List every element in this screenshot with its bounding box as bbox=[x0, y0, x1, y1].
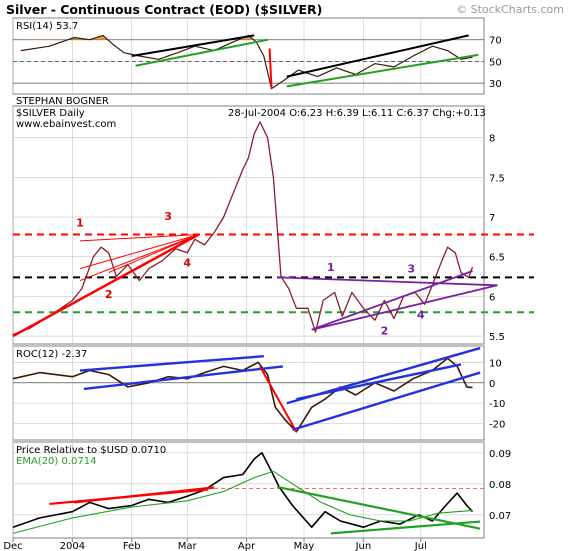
price-y-tick-label: 5.5 bbox=[489, 332, 505, 343]
x-axis-tick-label: May bbox=[294, 541, 315, 551]
ema-legend: EMA(20) 0.0714 bbox=[16, 456, 96, 467]
relative-y-tick-label: 0.08 bbox=[489, 480, 511, 491]
roc-line bbox=[12, 357, 473, 433]
price-trendline bbox=[12, 233, 200, 338]
price-y-tick-label: 6.5 bbox=[489, 253, 505, 264]
price-trendline bbox=[311, 284, 498, 331]
price-quote: 28-Jul-2004 O:6.23 H:6.39 L:6.11 C:6.37 … bbox=[228, 108, 486, 119]
x-axis-tick-label: Jun bbox=[355, 541, 372, 551]
pattern-point-label: 1 bbox=[76, 217, 84, 230]
price-trendline bbox=[79, 234, 199, 281]
source-note: STEPHAN BOGNER bbox=[16, 96, 109, 107]
price-panel-frame bbox=[12, 105, 485, 345]
relative-legend: Price Relative to $USD 0.0710 bbox=[16, 445, 166, 456]
roc-y-tick-label: 10 bbox=[489, 358, 502, 369]
pattern-point-label: 2 bbox=[381, 324, 389, 337]
x-axis-tick-label: Apr bbox=[238, 541, 256, 551]
roc-y-tick-label: -20 bbox=[489, 420, 505, 431]
rsi-trendline bbox=[268, 48, 273, 88]
price-trendline bbox=[311, 270, 473, 331]
pattern-point-label: 2 bbox=[105, 288, 113, 301]
price-trendline bbox=[79, 234, 199, 242]
rsi-y-tick-label: 50 bbox=[489, 57, 502, 68]
chart-title: Silver - Continuous Contract (EOD) ($SIL… bbox=[6, 2, 323, 17]
roc-trendline bbox=[83, 365, 284, 391]
roc-trendline bbox=[79, 355, 264, 372]
relative-trendline bbox=[276, 485, 481, 530]
rsi-y-tick-label: 30 bbox=[489, 79, 502, 90]
roc-y-tick-label: -10 bbox=[489, 399, 505, 410]
relative-trendline bbox=[74, 486, 215, 504]
pattern-point-label: 3 bbox=[407, 263, 415, 276]
relative-y-tick-label: 0.07 bbox=[489, 511, 511, 522]
rsi-y-tick-label: 70 bbox=[489, 36, 502, 47]
watermark: © StockCharts.com bbox=[456, 3, 564, 16]
relative-y-tick-label: 0.09 bbox=[489, 449, 511, 460]
pattern-point-label: 3 bbox=[164, 210, 172, 223]
x-axis-tick-label: Feb bbox=[123, 541, 141, 551]
price-y-tick-label: 7 bbox=[489, 213, 495, 224]
price-legend: $SILVER Daily bbox=[16, 108, 85, 119]
pattern-point-label: 1 bbox=[327, 261, 335, 274]
price-trendline bbox=[79, 234, 199, 270]
x-axis-tick-label: Jul bbox=[414, 541, 427, 551]
rsi-trendline bbox=[131, 34, 255, 57]
roc-trendline bbox=[292, 371, 481, 431]
roc-legend: ROC(12) -2.37 bbox=[16, 349, 87, 360]
ema-line bbox=[12, 470, 473, 534]
site-label: www.ebainvest.com bbox=[16, 119, 116, 130]
x-axis-tick-label: Dec bbox=[3, 541, 22, 551]
pattern-point-label: 4 bbox=[417, 309, 425, 322]
price-y-tick-label: 6 bbox=[489, 292, 495, 303]
rsi-trendline bbox=[286, 34, 469, 78]
price-trendline bbox=[108, 234, 199, 274]
rsi-trendline bbox=[135, 38, 268, 67]
rsi-panel-frame bbox=[12, 17, 485, 95]
pattern-point-label: 4 bbox=[183, 256, 191, 269]
roc-trendline bbox=[296, 363, 462, 401]
x-axis-tick-label: Mar bbox=[178, 541, 198, 551]
rsi-legend: RSI(14) 53.7 bbox=[16, 21, 78, 32]
rsi-trendline bbox=[286, 53, 479, 88]
roc-y-tick-label: 0 bbox=[489, 379, 495, 390]
price-y-tick-label: 8 bbox=[489, 134, 495, 145]
relative-trendline bbox=[330, 520, 481, 535]
price-trendline bbox=[277, 276, 498, 287]
x-axis-tick-label: 2004 bbox=[60, 541, 85, 551]
roc-trendline bbox=[259, 365, 298, 433]
roc-panel-frame bbox=[12, 345, 485, 441]
price-y-tick-label: 7.5 bbox=[489, 173, 505, 184]
